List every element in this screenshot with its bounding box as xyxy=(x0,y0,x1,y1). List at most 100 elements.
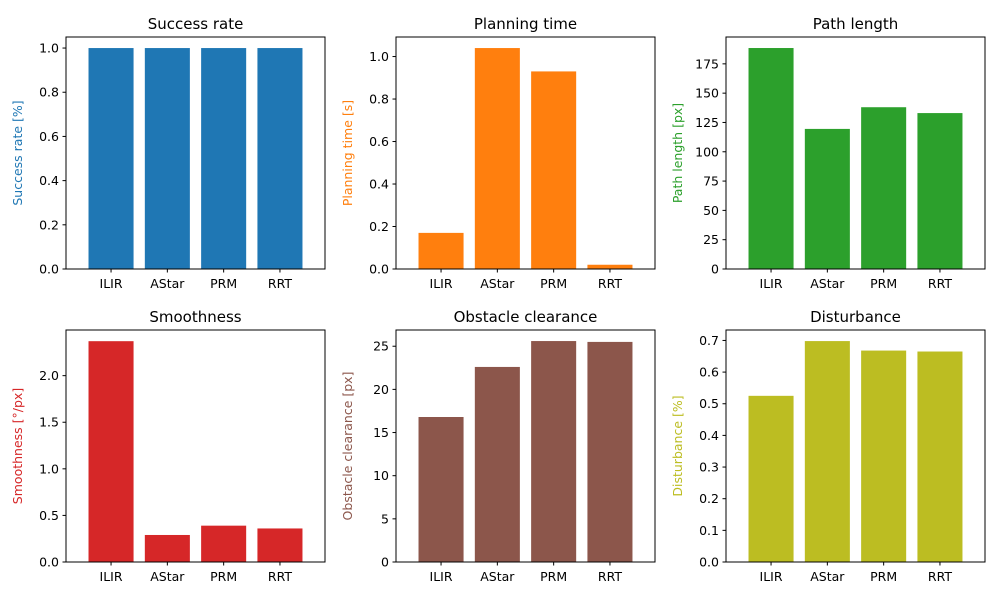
y-tick-label: 125 xyxy=(695,115,719,130)
y-tick-label: 1.0 xyxy=(39,41,59,56)
bar-smoothness-astar xyxy=(144,534,190,562)
y-tick-label: 0 xyxy=(381,555,389,570)
y-axis-label: Success rate [%] xyxy=(10,100,25,205)
x-tick-label: PRM xyxy=(210,276,237,291)
y-tick-label: 175 xyxy=(695,56,719,71)
bar-obstacle-clearance-ilir xyxy=(418,417,464,562)
y-tick-label: 0.0 xyxy=(39,262,59,277)
axes-frame-obstacle-clearance xyxy=(395,329,656,563)
y-axis-label: Obstacle clearance [px] xyxy=(340,372,355,521)
x-tick-label: ILIR xyxy=(430,569,453,584)
x-tick-label: ILIR xyxy=(430,276,453,291)
axes-frame-disturbance xyxy=(725,329,986,563)
x-tick-label: AStar xyxy=(810,569,845,584)
bar-path-length-astar xyxy=(804,128,850,269)
y-tick-label: 15 xyxy=(373,425,389,440)
x-tick-label: ILIR xyxy=(760,276,783,291)
x-tick-label: PRM xyxy=(540,569,567,584)
axes-frame-path-length xyxy=(725,36,986,270)
y-tick-label: 1.0 xyxy=(39,461,59,476)
bar-planning-time-ilir xyxy=(418,232,464,269)
y-axis-label: Path length [px] xyxy=(670,103,685,203)
y-axis-label: Planning time [s] xyxy=(340,100,355,206)
panel-title: Planning time xyxy=(474,15,577,33)
bar-success-rate-prm xyxy=(201,48,247,269)
x-tick-label: ILIR xyxy=(100,276,123,291)
y-tick-label: 0.5 xyxy=(39,508,59,523)
y-tick-label: 0 xyxy=(711,262,719,277)
bar-disturbance-prm xyxy=(861,350,907,562)
y-tick-label: 10 xyxy=(373,468,389,483)
bar-smoothness-ilir xyxy=(88,341,134,562)
bar-obstacle-clearance-prm xyxy=(531,341,577,562)
panel-disturbance: 0.0 0.1 0.2 0.3 0.4 0.5 0.6 0.7 ILIR AStar PRM RRT D… xyxy=(670,308,986,584)
panel-planning-time: 0.0 0.2 0.4 0.6 0.8 1.0 ILIR AStar PRM RRT Plannin… xyxy=(340,15,656,291)
y-tick-label: 0.6 xyxy=(699,365,719,380)
axes-frame-planning-time xyxy=(395,36,656,270)
panel-title: Path length xyxy=(813,15,899,33)
bar-smoothness-rrt xyxy=(257,528,303,562)
bar-planning-time-prm xyxy=(531,71,577,269)
x-tick-label: PRM xyxy=(870,276,897,291)
y-tick-label: 0.8 xyxy=(39,85,59,100)
bar-obstacle-clearance-astar xyxy=(474,366,520,562)
y-tick-label: 0.7 xyxy=(699,333,719,348)
panel-path-length: 0 25 50 75 100 125 150 175 ILIR AStar PRM RRT Path l… xyxy=(670,15,986,291)
x-tick-label: ILIR xyxy=(100,569,123,584)
y-tick-label: 0.0 xyxy=(369,262,389,277)
bar-planning-time-rrt xyxy=(587,264,633,269)
y-tick-label: 0.4 xyxy=(369,177,389,192)
bar-smoothness-prm xyxy=(201,525,247,562)
x-tick-label: AStar xyxy=(480,569,515,584)
y-tick-label: 0.6 xyxy=(39,129,59,144)
x-tick-label: AStar xyxy=(810,276,845,291)
y-tick-label: 0.5 xyxy=(699,396,719,411)
y-tick-label: 0.0 xyxy=(39,555,59,570)
y-tick-label: 150 xyxy=(695,86,719,101)
y-tick-label: 0.1 xyxy=(699,523,719,538)
bar-path-length-rrt xyxy=(917,113,963,269)
y-tick-label: 0.2 xyxy=(39,217,59,232)
y-tick-label: 1.5 xyxy=(39,415,59,430)
bar-success-rate-ilir xyxy=(88,48,134,269)
y-tick-label: 0.4 xyxy=(699,428,719,443)
x-tick-label: PRM xyxy=(210,569,237,584)
bar-success-rate-rrt xyxy=(257,48,303,269)
y-tick-label: 25 xyxy=(703,232,719,247)
y-tick-label: 0.8 xyxy=(369,92,389,107)
x-tick-label: PRM xyxy=(540,276,567,291)
x-tick-label: AStar xyxy=(150,276,185,291)
axes-frame-smoothness xyxy=(65,329,326,563)
y-tick-label: 0.3 xyxy=(699,460,719,475)
x-tick-label: AStar xyxy=(480,276,515,291)
x-tick-label: PRM xyxy=(870,569,897,584)
x-tick-label: RRT xyxy=(268,276,292,291)
x-tick-label: RRT xyxy=(598,276,622,291)
panel-smoothness: 0.0 0.5 1.0 1.5 2.0 ILIR AStar PRM RRT Smoothness… xyxy=(10,308,326,584)
bar-disturbance-astar xyxy=(804,341,850,562)
x-tick-label: AStar xyxy=(150,569,185,584)
panel-title: Obstacle clearance xyxy=(454,308,598,326)
y-axis-label: Disturbance [%] xyxy=(670,395,685,496)
bar-disturbance-ilir xyxy=(748,395,794,562)
panel-title: Smoothness xyxy=(149,308,241,326)
x-tick-label: RRT xyxy=(268,569,292,584)
bar-disturbance-rrt xyxy=(917,351,963,562)
y-tick-label: 20 xyxy=(373,382,389,397)
bar-path-length-prm xyxy=(861,107,907,269)
y-tick-label: 2.0 xyxy=(39,368,59,383)
x-tick-label: RRT xyxy=(598,569,622,584)
y-tick-label: 50 xyxy=(703,203,719,218)
panel-obstacle-clearance: 0 5 10 15 20 25 ILIR AStar PRM RRT Obstacle cleara… xyxy=(340,308,656,584)
panel-title: Success rate xyxy=(148,15,244,33)
panel-title: Disturbance xyxy=(810,308,901,326)
bar-path-length-ilir xyxy=(748,48,794,269)
x-tick-label: RRT xyxy=(928,569,952,584)
y-tick-label: 25 xyxy=(373,339,389,354)
y-tick-label: 1.0 xyxy=(369,49,389,64)
y-tick-label: 100 xyxy=(695,144,719,159)
y-tick-label: 0.0 xyxy=(699,555,719,570)
y-tick-label: 0.4 xyxy=(39,173,59,188)
x-tick-label: ILIR xyxy=(760,569,783,584)
